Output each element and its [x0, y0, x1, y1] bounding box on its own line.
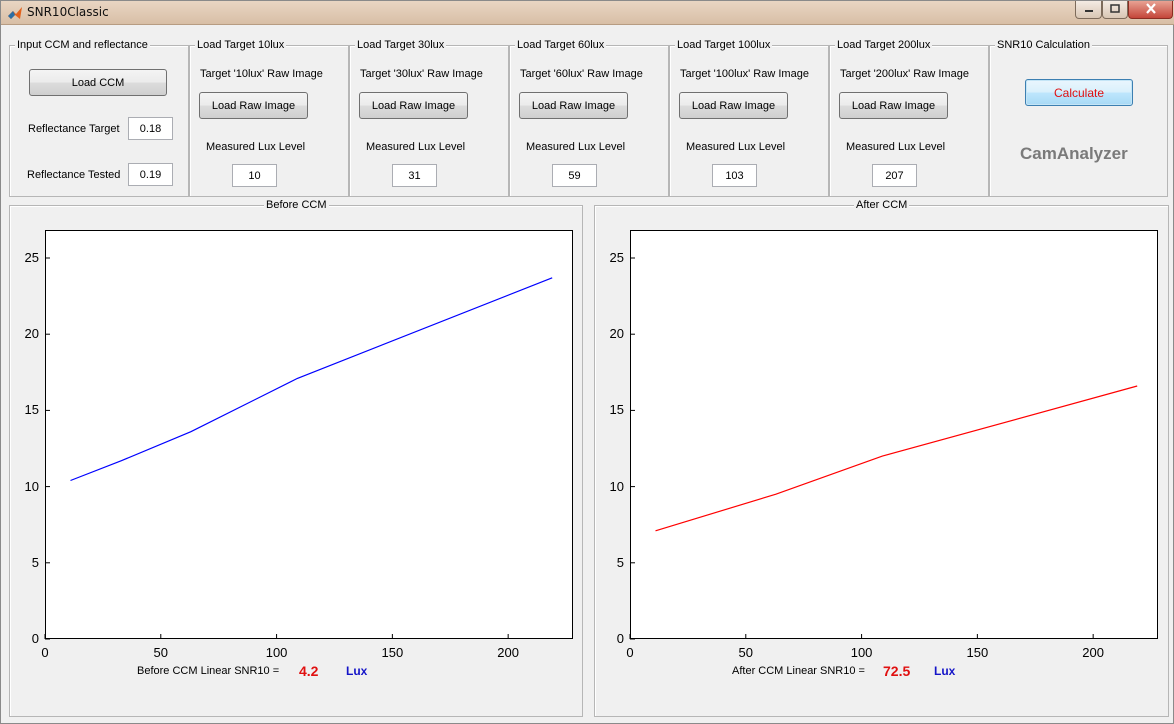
close-button[interactable] — [1128, 1, 1173, 19]
y-tick-label: 25 — [609, 250, 624, 265]
maximize-icon — [1110, 3, 1120, 16]
reflectance-tested-input[interactable]: 0.19 — [128, 163, 173, 186]
brand-label: CamAnalyzer — [1020, 144, 1128, 163]
series-line — [70, 277, 553, 482]
load-raw-image-button[interactable]: Load Raw Image — [199, 92, 308, 119]
target-panel-30lux: Load Target 30lux Target '30lux' Raw Ima… — [349, 38, 509, 197]
after-ccm-chart — [629, 257, 1138, 640]
target-panel-10lux: Load Target 10lux Target '10lux' Raw Ima… — [189, 38, 349, 197]
panel-title: Load Target 200lux — [835, 38, 933, 52]
x-tick-label: 50 — [738, 645, 754, 660]
after-ccm-panel: After CCM 0 5 10 15 20 25 0 50 100 150 200 After C… — [594, 198, 1169, 717]
y-tick-label: 25 — [24, 250, 39, 265]
target-image-label: Target '30lux' Raw Image — [360, 68, 483, 80]
close-icon — [1145, 2, 1157, 17]
y-tick-label: 5 — [616, 554, 624, 570]
maximize-button[interactable] — [1102, 1, 1128, 19]
panel-title: SNR10 Calculation — [995, 38, 1092, 52]
x-tick-label: 200 — [497, 645, 520, 660]
x-tick-label: 150 — [966, 645, 989, 660]
measured-lux-input[interactable]: 207 — [872, 164, 917, 187]
measured-lux-label: Measured Lux Level — [206, 141, 306, 153]
panel-title: Load Target 100lux — [675, 38, 773, 52]
y-tick-label: 5 — [31, 554, 39, 570]
measured-lux-label: Measured Lux Level — [526, 141, 626, 153]
target-panel-200lux: Load Target 200lux Target '200lux' Raw I… — [829, 38, 989, 197]
y-tick-label: 15 — [24, 402, 39, 418]
y-tick-label: 20 — [609, 326, 624, 342]
y-tick-label: 0 — [616, 631, 624, 646]
x-tick-label: 0 — [41, 645, 49, 660]
measured-lux-input[interactable]: 103 — [712, 164, 757, 187]
x-tick-label: 100 — [265, 645, 288, 660]
after-snr10-unit: Lux — [934, 664, 956, 678]
minimize-button[interactable] — [1075, 1, 1102, 19]
load-raw-image-button[interactable]: Load Raw Image — [679, 92, 788, 119]
after-ccm-plot — [629, 230, 1158, 640]
y-tick-label: 10 — [24, 478, 39, 494]
snr10-calculation-panel: SNR10 Calculation Calculate CamAnalyzer — [989, 38, 1168, 197]
target-panel-100lux: Load Target 100lux Target '100lux' Raw I… — [669, 38, 829, 197]
before-snr10-unit: Lux — [346, 664, 368, 678]
before-snr10-label: Before CCM Linear SNR10 = — [137, 665, 280, 677]
before-ccm-chart — [44, 257, 553, 640]
target-panel-60lux: Load Target 60lux Target '60lux' Raw Ima… — [509, 38, 669, 197]
calculate-button[interactable]: Calculate — [1025, 79, 1133, 106]
measured-lux-label: Measured Lux Level — [366, 141, 466, 153]
reflectance-target-label: Reflectance Target — [28, 123, 120, 135]
y-tick-label: 0 — [31, 631, 39, 646]
x-tick-label: 50 — [153, 645, 169, 660]
before-ccm-panel: Before CCM 0 5 10 15 20 25 0 50 100 150 200 Before… — [9, 198, 583, 717]
load-raw-image-button[interactable]: Load Raw Image — [839, 92, 948, 119]
measured-lux-label: Measured Lux Level — [846, 141, 946, 153]
target-image-label: Target '100lux' Raw Image — [680, 68, 809, 80]
panel-title: Load Target 10lux — [195, 38, 287, 52]
reflectance-tested-label: Reflectance Tested — [27, 169, 121, 181]
y-tick-label: 15 — [609, 402, 624, 418]
target-image-label: Target '60lux' Raw Image — [520, 68, 643, 80]
load-ccm-button[interactable]: Load CCM — [29, 69, 167, 96]
x-tick-label: 0 — [626, 645, 634, 660]
panel-title: Load Target 30lux — [355, 38, 447, 52]
measured-lux-input[interactable]: 59 — [552, 164, 597, 187]
minimize-icon — [1084, 4, 1094, 16]
matlab-logo-icon — [7, 5, 23, 21]
series-line — [655, 385, 1138, 532]
title-bar[interactable]: SNR10Classic — [1, 1, 1174, 25]
target-image-label: Target '200lux' Raw Image — [840, 68, 969, 80]
reflectance-target-input[interactable]: 0.18 — [128, 117, 173, 140]
x-tick-label: 200 — [1082, 645, 1105, 660]
before-ccm-plot — [44, 230, 573, 640]
x-tick-label: 100 — [850, 645, 873, 660]
measured-lux-input[interactable]: 10 — [232, 164, 277, 187]
y-tick-label: 10 — [609, 478, 624, 494]
measured-lux-input[interactable]: 31 — [392, 164, 437, 187]
target-image-label: Target '10lux' Raw Image — [200, 68, 323, 80]
measured-lux-label: Measured Lux Level — [686, 141, 786, 153]
input-ccm-panel: Input CCM and reflectance Load CCM Refle… — [9, 38, 189, 197]
x-tick-label: 150 — [381, 645, 404, 660]
before-snr10-value: 4.2 — [299, 663, 319, 679]
panel-title: Input CCM and reflectance — [15, 38, 150, 52]
after-snr10-value: 72.5 — [883, 663, 911, 679]
load-raw-image-button[interactable]: Load Raw Image — [519, 92, 628, 119]
load-raw-image-button[interactable]: Load Raw Image — [359, 92, 468, 119]
panel-title: Before CCM — [264, 198, 329, 212]
panel-title: Load Target 60lux — [515, 38, 607, 52]
after-snr10-label: After CCM Linear SNR10 = — [732, 665, 865, 677]
panel-title: After CCM — [854, 198, 910, 212]
window-title: SNR10Classic — [27, 5, 109, 19]
y-tick-label: 20 — [24, 326, 39, 342]
